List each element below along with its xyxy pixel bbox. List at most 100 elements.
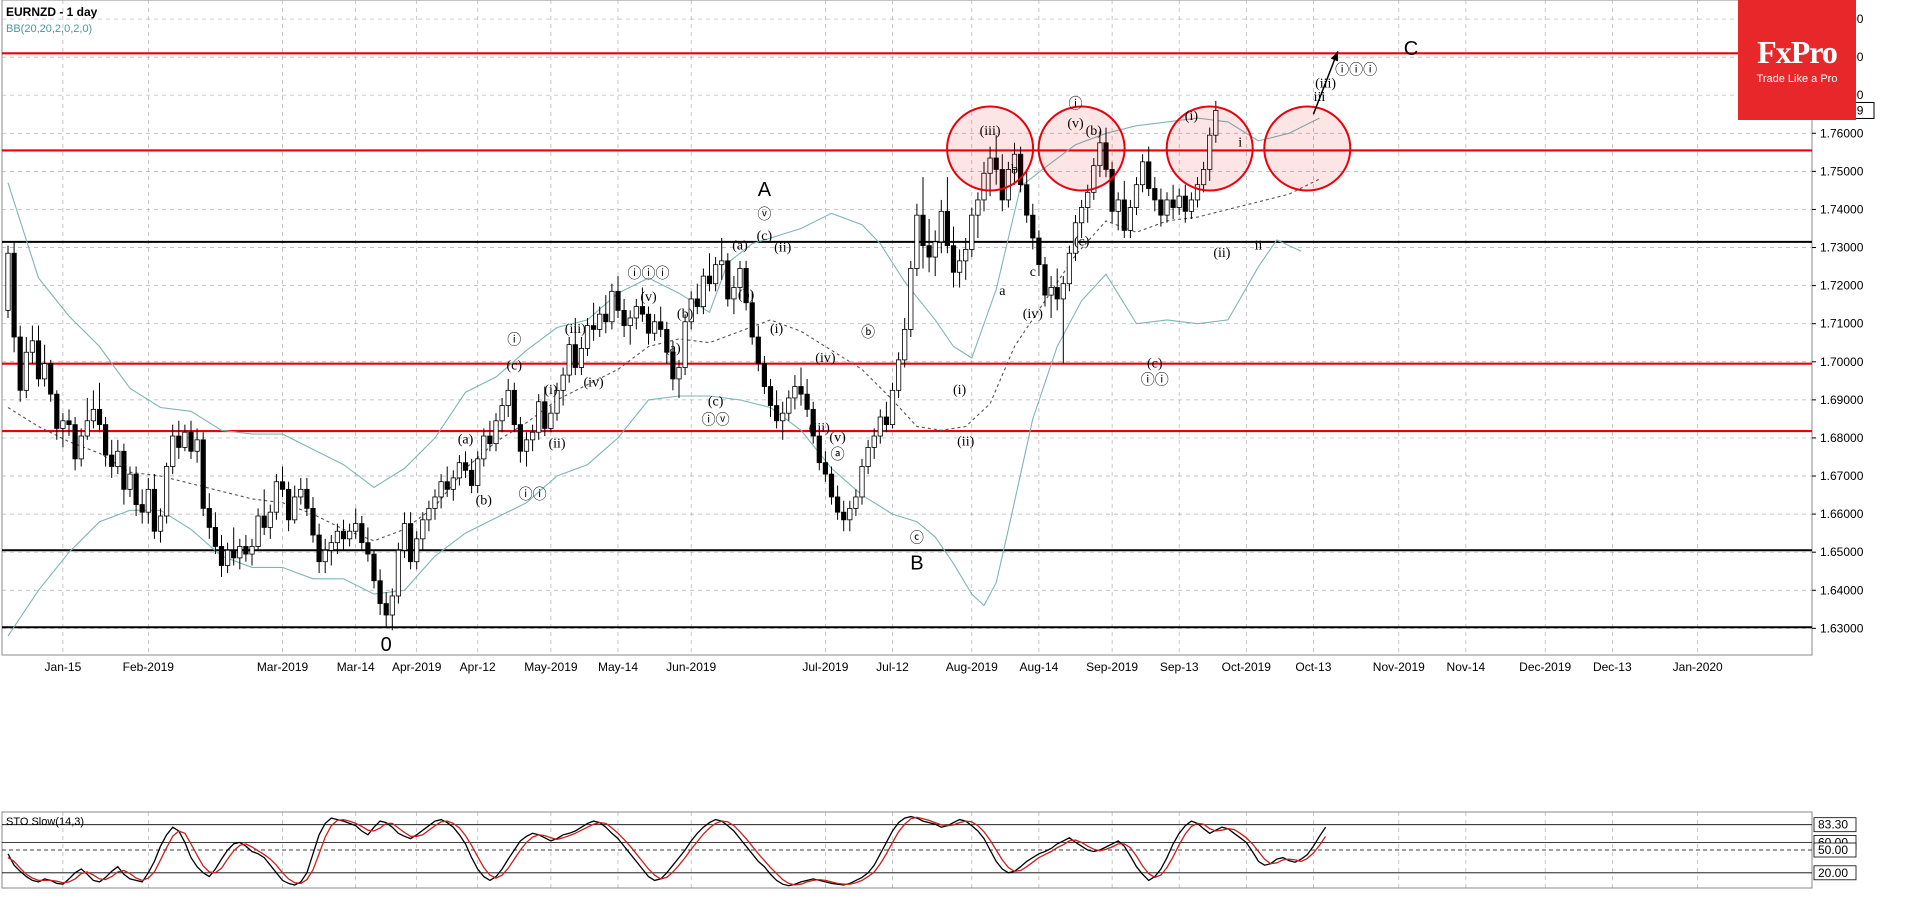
candle-body xyxy=(285,488,292,521)
wave-label: (b) xyxy=(1086,124,1103,139)
candle-body xyxy=(658,321,664,330)
x-tick-label: Sep-13 xyxy=(1160,660,1199,674)
x-tick-label: Jul-12 xyxy=(876,660,909,674)
y-tick-label: 1.69000 xyxy=(1820,393,1864,407)
forecast-arrow-line xyxy=(1312,51,1339,115)
stoch-level-box xyxy=(1813,817,1857,833)
y-tick-label: 1.63000 xyxy=(1820,621,1864,635)
candle-body xyxy=(999,169,1005,201)
wave-label: (iv) xyxy=(815,351,836,366)
candle-body xyxy=(1207,134,1213,170)
candle-body xyxy=(749,302,755,338)
candle-body xyxy=(475,458,481,486)
candle-body xyxy=(896,359,902,391)
wave-label: (ii) xyxy=(774,240,791,255)
candle-body xyxy=(810,408,816,437)
wave-label: (iii) xyxy=(565,322,586,337)
candle-body xyxy=(261,515,267,528)
candle-body xyxy=(1170,199,1176,208)
candle-body xyxy=(706,275,713,285)
candle-body xyxy=(188,431,194,452)
wave-label: (c) xyxy=(507,358,523,373)
candle-body xyxy=(633,306,639,319)
candle-body xyxy=(1133,184,1140,208)
candle-body xyxy=(481,435,487,460)
candle-body xyxy=(645,313,652,334)
candle-body xyxy=(340,530,347,540)
candle-body xyxy=(774,405,780,422)
stoch-level-label: 50.00 xyxy=(1818,843,1848,857)
x-tick-label: Jan-2020 xyxy=(1673,660,1723,674)
candle-body xyxy=(841,511,847,521)
x-tick-label: Dec-2019 xyxy=(1519,660,1571,674)
candle-body xyxy=(279,481,286,490)
candle-body xyxy=(908,268,914,330)
candle-body xyxy=(1127,207,1133,231)
wave-label: iii xyxy=(1314,90,1326,105)
candle-body xyxy=(517,424,524,452)
candle-body xyxy=(468,469,475,486)
highlight-circle xyxy=(1165,105,1254,192)
highlight-circle xyxy=(1263,105,1352,192)
candle-body xyxy=(389,595,395,616)
wave-label: (a) xyxy=(732,238,748,253)
support-resistance-layer xyxy=(2,52,1812,629)
candle-body xyxy=(914,214,920,269)
candle-body xyxy=(871,435,877,448)
candle-body xyxy=(1060,283,1066,300)
candle-body xyxy=(395,549,402,597)
candle-body xyxy=(322,549,328,563)
y-tick-label: 1.76000 xyxy=(1820,126,1864,140)
candle-body xyxy=(865,447,871,467)
candle-body xyxy=(694,298,700,307)
wave-label: (b) xyxy=(476,494,493,509)
candle-body xyxy=(426,507,432,521)
candle-body xyxy=(48,363,54,395)
candle-body xyxy=(798,386,804,395)
candle-body xyxy=(767,386,774,406)
wave-label: (ii) xyxy=(1213,246,1230,261)
candle-body xyxy=(346,530,353,540)
wave-label: (c) xyxy=(1147,356,1163,371)
x-tick-label: Aug-2019 xyxy=(946,660,998,674)
candle-body xyxy=(1030,214,1036,239)
y-tick-label: 1.68000 xyxy=(1820,431,1864,445)
y-tick-label: 1.74000 xyxy=(1820,202,1864,216)
stoch-line-K xyxy=(7,815,1327,887)
candle-body xyxy=(444,481,450,490)
candle-body xyxy=(84,420,90,437)
candle-body xyxy=(401,523,408,551)
candle-body xyxy=(1146,161,1152,189)
wave-label: ⓒ xyxy=(910,531,924,547)
candle-body xyxy=(432,496,438,509)
candle-body xyxy=(1079,207,1085,224)
candle-body xyxy=(1115,199,1121,212)
candle-body xyxy=(1036,237,1042,266)
candle-body xyxy=(847,507,853,521)
highlight-circles-layer xyxy=(946,51,1352,192)
candle-body xyxy=(103,424,109,456)
candle-body xyxy=(816,435,822,464)
candle-body xyxy=(1011,153,1018,170)
candle-body xyxy=(487,435,493,445)
candle-body xyxy=(176,435,182,448)
candle-body xyxy=(11,252,17,338)
candle-body xyxy=(987,157,993,174)
candle-body xyxy=(304,488,310,509)
wave-label: ⓘ xyxy=(1069,97,1083,113)
price-frame xyxy=(1,0,1813,656)
x-tick-label: Mar-2019 xyxy=(257,660,309,674)
candle-body xyxy=(170,435,176,467)
candle-body xyxy=(359,523,365,544)
candle-body xyxy=(1164,199,1170,216)
candle-body xyxy=(957,260,963,273)
candle-body xyxy=(353,523,359,532)
bb-middle-line xyxy=(7,178,1320,542)
candle-body xyxy=(889,389,896,426)
candle-body xyxy=(17,336,23,391)
candle-body xyxy=(926,245,932,258)
y-tick-label: 1.75000 xyxy=(1820,164,1864,178)
x-tick-label: May-2019 xyxy=(524,660,578,674)
candle-body xyxy=(859,466,865,498)
